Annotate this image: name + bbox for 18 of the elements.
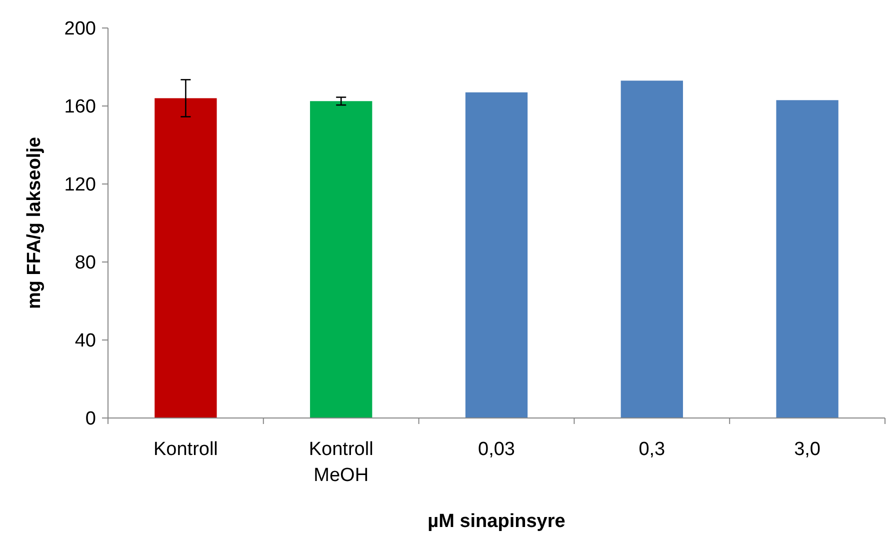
- bar: [310, 101, 372, 418]
- x-tick-label: 0,03: [478, 439, 515, 460]
- x-tick-label: Kontroll MeOH: [308, 439, 374, 486]
- x-tick-label: 0,3: [638, 439, 666, 460]
- y-tick-label: 160: [64, 96, 96, 118]
- y-tick-label: 40: [74, 330, 96, 352]
- y-tick-label: 120: [64, 174, 96, 196]
- x-tick-label: 3,0: [794, 439, 821, 460]
- x-tick-label: Kontroll: [153, 439, 218, 460]
- bar: [465, 92, 528, 418]
- x-axis-title: µM sinapinsyre: [428, 511, 566, 532]
- y-tick-label: 200: [64, 18, 96, 40]
- bar: [620, 80, 683, 418]
- bar: [154, 98, 217, 418]
- y-tick-label: 80: [74, 252, 96, 274]
- y-tick-label: 0: [85, 408, 96, 430]
- bar: [776, 100, 838, 418]
- y-axis-title: mg FFA/g lakseolje: [24, 136, 45, 310]
